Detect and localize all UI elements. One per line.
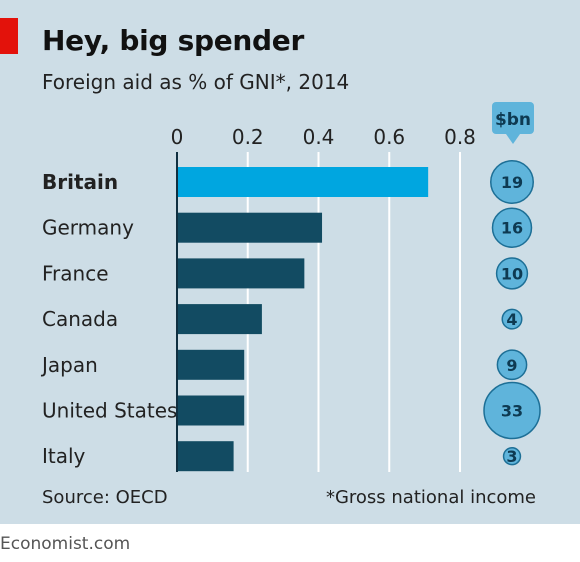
footnote: *Gross national income bbox=[325, 487, 536, 508]
bubble-value-label: 10 bbox=[501, 264, 523, 283]
category-label: United States bbox=[42, 399, 177, 423]
bubble-value-label: 16 bbox=[501, 219, 523, 238]
bubble bbox=[501, 308, 523, 330]
bubble-value-label: 33 bbox=[501, 402, 523, 421]
chart-subtitle: Foreign aid as % of GNI*, 2014 bbox=[42, 70, 350, 94]
x-tick-label: 0.6 bbox=[373, 125, 405, 149]
publisher-credit: Economist.com bbox=[0, 534, 131, 554]
unit-label: $bn bbox=[495, 110, 531, 130]
unit-tag bbox=[492, 102, 534, 134]
bar bbox=[177, 395, 245, 426]
category-label: Canada bbox=[42, 307, 118, 331]
x-tick-label: 0 bbox=[171, 125, 184, 149]
x-tick-label: 0.4 bbox=[303, 125, 335, 149]
bar bbox=[177, 167, 429, 197]
bar bbox=[177, 304, 262, 335]
bar bbox=[177, 349, 245, 380]
chart-title: Hey, big spender bbox=[42, 24, 304, 57]
bubble-value-label: 19 bbox=[501, 173, 523, 192]
bubble bbox=[495, 257, 529, 290]
category-label: Germany bbox=[42, 216, 134, 240]
brand-red-tag bbox=[0, 18, 18, 54]
unit-tag-pointer bbox=[506, 134, 520, 144]
bar bbox=[177, 441, 234, 472]
bar bbox=[177, 258, 305, 289]
bubble-value-label: 3 bbox=[506, 447, 517, 466]
category-label: Japan bbox=[40, 353, 98, 377]
bar bbox=[177, 212, 323, 243]
category-label: Italy bbox=[42, 444, 86, 468]
bubble bbox=[502, 447, 522, 466]
bubble bbox=[483, 381, 541, 440]
x-tick-label: 0.2 bbox=[232, 125, 264, 149]
x-tick-label: 0.8 bbox=[444, 125, 476, 149]
source-note: Source: OECD bbox=[42, 487, 168, 508]
bubble bbox=[491, 207, 533, 248]
bubble bbox=[496, 349, 528, 381]
bubble bbox=[490, 160, 534, 204]
category-label: Britain bbox=[42, 170, 118, 194]
bubble-value-label: 9 bbox=[506, 356, 517, 375]
bubble-value-label: 4 bbox=[506, 310, 517, 329]
category-label: France bbox=[42, 261, 109, 285]
chart-svg: 0 0.2 0.4 0.6 0.8 Britain Germany France Canada J… bbox=[40, 102, 541, 472]
